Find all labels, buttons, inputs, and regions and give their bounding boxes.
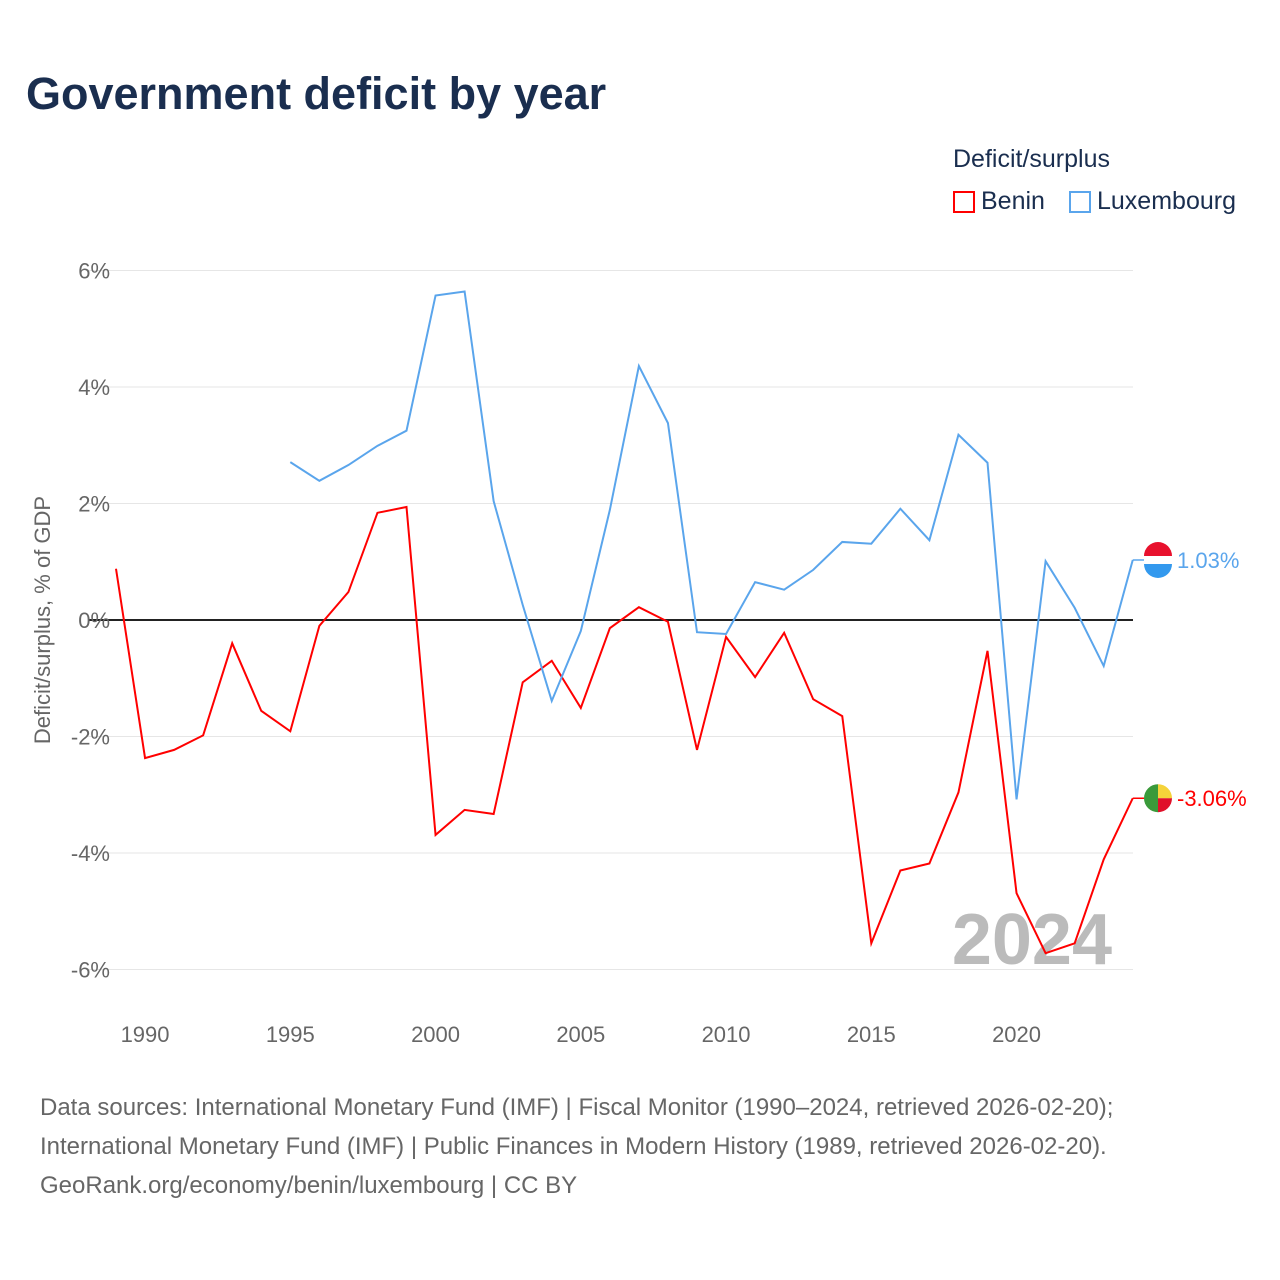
series-line-luxembourg [289, 290, 1134, 800]
luxembourg-flag-icon [1144, 542, 1172, 557]
benin-flag-icon [1158, 798, 1172, 813]
x-tick-label: 2020 [992, 1022, 1041, 1047]
legend-label: Benin [981, 187, 1045, 215]
benin-flag-icon [1158, 784, 1172, 799]
x-tick-label: 2000 [411, 1022, 460, 1047]
y-tick-label: -2% [71, 725, 110, 750]
series-line-benin [115, 505, 1134, 955]
legend-title: Deficit/surplus [953, 145, 1110, 173]
y-tick-label: -6% [71, 958, 110, 983]
year-watermark: 2024 [952, 900, 1112, 980]
source-line: Data sources: International Monetary Fun… [40, 1094, 1114, 1121]
legend-item-benin[interactable]: Benin [953, 187, 1045, 216]
luxembourg-flag-icon [1144, 564, 1172, 579]
benin-flag-icon [1144, 784, 1158, 813]
x-tick-label: 1995 [266, 1022, 315, 1047]
end-value-label: -3.06% [1177, 786, 1247, 811]
y-axis-label: Deficit/surplus, % of GDP [30, 496, 55, 744]
x-tick-label: 2005 [556, 1022, 605, 1047]
luxembourg-swatch [1069, 190, 1091, 213]
chart-title: Government deficit by year [26, 68, 607, 119]
end-value-label: 1.03% [1177, 548, 1239, 573]
legend-item-luxembourg[interactable]: Luxembourg [1069, 187, 1236, 216]
benin-swatch [953, 190, 975, 213]
y-tick-label: -4% [71, 841, 110, 866]
y-tick-label: 4% [78, 375, 110, 400]
x-tick-label: 1990 [121, 1022, 170, 1047]
x-tick-label: 2010 [702, 1022, 751, 1047]
sources: Data sources: International Monetary Fun… [40, 1088, 1113, 1205]
legend-label: Luxembourg [1097, 187, 1236, 215]
y-tick-label: 0% [78, 608, 110, 633]
x-tick-label: 2015 [847, 1022, 896, 1047]
source-line[interactable]: GeoRank.org/economy/benin/luxembourg | C… [40, 1172, 578, 1199]
y-tick-label: 2% [78, 492, 110, 517]
source-line: International Monetary Fund (IMF) | Publ… [40, 1133, 1107, 1160]
y-tick-label: 6% [78, 259, 110, 284]
